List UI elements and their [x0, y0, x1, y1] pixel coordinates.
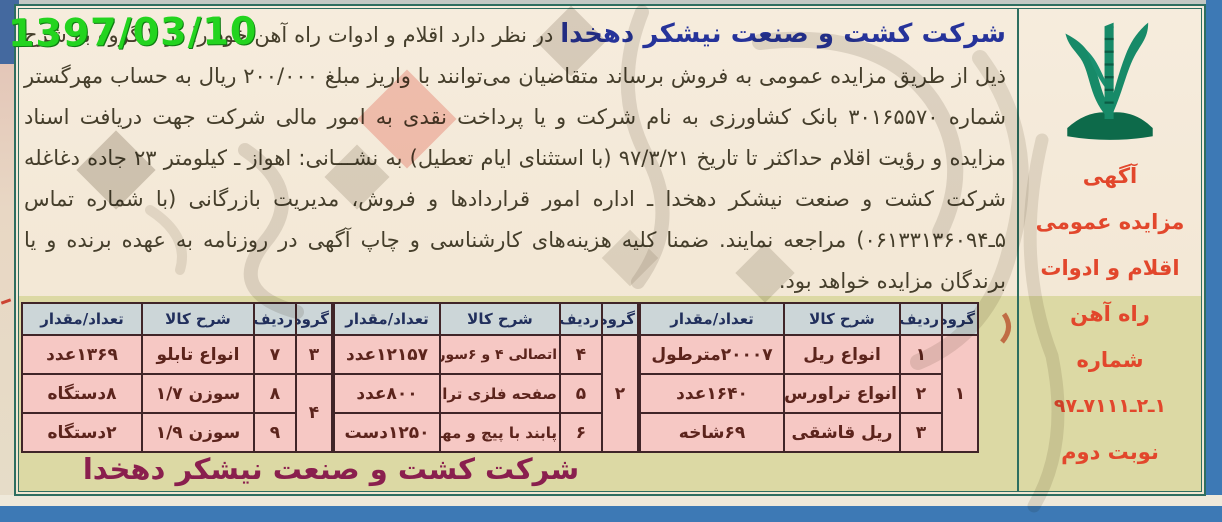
- row-desc: سوزن ۱/۹: [141, 412, 255, 453]
- auction-advertisement: آگهی مزایده عمومی اقلام و ادوات راه آهن …: [14, 4, 1206, 496]
- table-row: ۳ ریل قاشقی ۶۹شاخه: [639, 412, 978, 453]
- col-header-group: گروه: [295, 302, 333, 336]
- col-header-row: ردیف: [559, 302, 603, 336]
- row-desc: انواع تراورس: [783, 373, 901, 414]
- row-qty: ۱۲۵۰دست: [333, 412, 441, 453]
- row-no: ۲: [899, 373, 943, 414]
- sidebar-line-5: شماره: [1076, 348, 1144, 372]
- row-no: ۳: [899, 412, 943, 453]
- page-right-blue-bar: [1206, 0, 1222, 522]
- col-header-row: ردیف: [899, 302, 943, 336]
- row-desc: صفحه فلزی تراورس: [439, 373, 561, 414]
- sidebar-line-2: مزایده عمومی: [1035, 210, 1185, 234]
- row-qty: ۲دستگاه: [21, 412, 143, 453]
- table-row: ۴ ۸ سوزن ۱/۷ ۸دستگاه: [21, 373, 333, 453]
- col-header-group: گروه: [601, 302, 639, 336]
- table-section-group3-4: گروه ردیف شرح کالا تعداد/مقدار ۳ ۷ انواع…: [21, 302, 333, 453]
- sidebar-text: آگهی مزایده عمومی اقلام و ادوات راه آهن …: [1019, 153, 1201, 475]
- sidebar-line-1: آگهی: [1082, 164, 1138, 188]
- row-qty: ۱۲۱۵۷عدد: [333, 334, 441, 375]
- table-row: ۹ سوزن ۱/۹ ۲دستگاه: [21, 412, 332, 453]
- table-row: ۶ پابند با پیچ و مهره ۱۲۵۰دست: [333, 412, 638, 453]
- table-row: ۱ ۱ انواع ریل ۲۰۰۰۷مترطول: [639, 334, 979, 453]
- row-desc: انواع ریل: [783, 334, 901, 375]
- row-qty: ۲۰۰۰۷مترطول: [639, 334, 785, 375]
- row-qty: ۸۰۰عدد: [333, 373, 441, 414]
- sidebar-line-3: اقلام و ادوات: [1040, 256, 1180, 280]
- sugarcane-logo-icon: [1065, 22, 1153, 140]
- page-bottom-gap: [0, 495, 1222, 506]
- col-header-desc: شرح کالا: [439, 302, 561, 336]
- table-row: ۲ ۴ اتصالی ۴ و ۶سوراخه، گاید ۱۲۱۵۷عدد: [333, 334, 639, 453]
- page-bottom-blue-bar: [0, 506, 1222, 522]
- company-name-lead: شرکت کشت و صنعت نیشکر دهخدا: [560, 19, 1006, 49]
- row-qty: ۱۳۶۹عدد: [21, 334, 143, 375]
- col-header-desc: شرح کالا: [141, 302, 255, 336]
- row-desc: سوزن ۱/۷: [141, 373, 255, 414]
- row-desc: اتصالی ۴ و ۶سوراخه، گاید: [439, 334, 561, 375]
- row-no: ۹: [253, 412, 297, 453]
- table-section-group2: گروه ردیف شرح کالا تعداد/مقدار ۲ ۴ اتصال…: [333, 302, 639, 453]
- date-stamp: 1397/03/10: [7, 8, 258, 56]
- row-qty: ۸دستگاه: [21, 373, 143, 414]
- row-no: ۷: [253, 334, 297, 375]
- table-row: ۵ صفحه فلزی تراورس ۸۰۰عدد: [333, 373, 638, 414]
- table-row: ۳ ۷ انواع تابلو ۱۳۶۹عدد: [21, 334, 333, 375]
- row-no: ۱: [899, 334, 943, 375]
- col-header-qty: تعداد/مقدار: [639, 302, 785, 336]
- group-cell: ۲: [601, 334, 639, 453]
- group-cell: ۴: [295, 373, 333, 453]
- col-header-qty: تعداد/مقدار: [333, 302, 441, 336]
- page-left-margin: [0, 0, 14, 522]
- col-header-row: ردیف: [253, 302, 297, 336]
- ad-paragraph-text: در نظر دارد اقلام و ادوات راه آهن خود را…: [24, 23, 1006, 293]
- table-section-group1: گروه ردیف شرح کالا تعداد/مقدار ۱ ۱ انواع…: [639, 302, 979, 453]
- group-cell: ۱: [941, 334, 979, 453]
- sidebar-line-7: نوبت دوم: [1061, 440, 1159, 464]
- col-header-qty: تعداد/مقدار: [21, 302, 143, 336]
- ad-paragraph: شرکت کشت و صنعت نیشکر دهخدا در نظر دارد …: [24, 14, 1006, 302]
- table-row: ۲ انواع تراورس ۱۶۴۰عدد: [639, 373, 978, 414]
- row-qty: ۶۹شاخه: [639, 412, 785, 453]
- sidebar-auction-number: ۱ـ۲ـ۷۱۱۱ـ۹۷: [1053, 395, 1167, 417]
- ad-sidebar: آگهی مزایده عمومی اقلام و ادوات راه آهن …: [1017, 9, 1201, 491]
- row-no: ۵: [559, 373, 603, 414]
- row-desc: ریل قاشقی: [783, 412, 901, 453]
- page-top-rule: [0, 0, 1222, 4]
- row-desc: انواع تابلو: [141, 334, 255, 375]
- group-cell: ۳: [295, 334, 333, 375]
- row-no: ۶: [559, 412, 603, 453]
- footer-company-name: شرکت کشت و صنعت نیشکر دهخدا: [82, 452, 580, 486]
- row-no: ۸: [253, 373, 297, 414]
- auction-items-table: گروه ردیف شرح کالا تعداد/مقدار ۱ ۱ انواع…: [21, 302, 979, 453]
- row-qty: ۱۶۴۰عدد: [639, 373, 785, 414]
- sidebar-line-4: راه آهن: [1070, 302, 1150, 326]
- col-header-group: گروه: [941, 302, 979, 336]
- col-header-desc: شرح کالا: [783, 302, 901, 336]
- row-desc: پابند با پیچ و مهره: [439, 412, 561, 453]
- row-no: ۴: [559, 334, 603, 375]
